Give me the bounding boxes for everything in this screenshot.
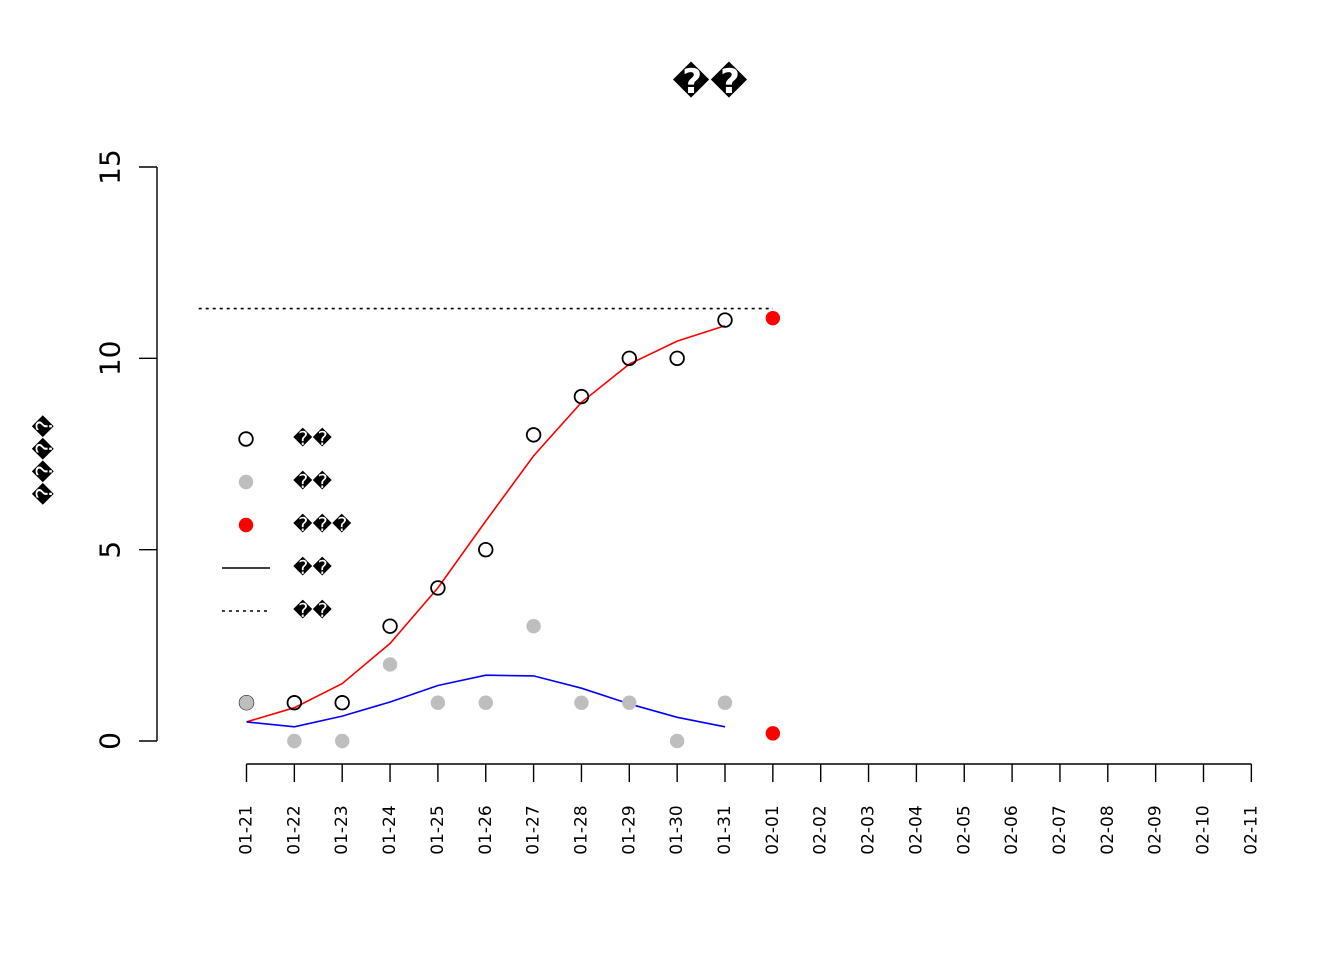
y-tick-label: 0 (94, 732, 127, 750)
x-tick-label: 02-07 (1050, 805, 1070, 854)
x-tick-label: 02-05 (954, 805, 974, 854)
x-tick-label: 01-22 (284, 805, 304, 854)
x-tick-label: 01-29 (619, 805, 639, 854)
x-tick-label: 01-21 (237, 805, 257, 854)
data-point-open (286, 695, 303, 711)
legend-label: �� (293, 427, 332, 450)
data-point-open (430, 580, 446, 596)
data-point-open (382, 618, 398, 634)
x-tick-label: 02-03 (859, 805, 879, 854)
x-tick-label: 02-06 (1002, 805, 1022, 854)
legend-label: �� (293, 599, 332, 622)
data-point-open (334, 695, 350, 711)
x-tick-label: 01-30 (667, 805, 687, 854)
series-line (246, 325, 726, 723)
data-point-filled (239, 695, 254, 710)
x-tick-label: 02-09 (1146, 805, 1166, 854)
legend-marker-open (238, 431, 254, 447)
x-tick-label: 02-02 (811, 805, 831, 854)
data-point-open (525, 427, 542, 443)
x-tick-label: 01-25 (428, 805, 448, 854)
legend-marker-filled (238, 517, 254, 533)
data-point-open (478, 541, 494, 558)
legend-label: �� (293, 470, 332, 493)
x-tick-label: 01-31 (715, 805, 735, 854)
legend-marker-filled (238, 474, 254, 490)
y-tick-label: 10 (94, 341, 127, 377)
plot-area (198, 307, 781, 749)
y-tick-label: 5 (94, 541, 127, 559)
x-tick-label: 02-11 (1241, 805, 1261, 854)
legend-label: ��� (293, 513, 352, 536)
y-axis: 0 5 10 15 (94, 149, 158, 750)
data-point-open (573, 388, 590, 405)
data-point-filled (765, 310, 781, 326)
data-point-open (717, 312, 733, 328)
x-tick-label: 02-10 (1194, 805, 1214, 854)
chart-title: �� (672, 61, 748, 102)
data-point-filled (335, 733, 350, 749)
x-tick-label: 01-24 (380, 805, 400, 854)
x-axis: 01-21 01-22 01-23 01-24 01-25 01-26 01-27 01-28… (237, 763, 1261, 855)
y-axis-label: ���� (31, 414, 58, 505)
x-tick-label: 01-23 (332, 805, 352, 854)
legend: ����������� (222, 427, 352, 622)
data-point-filled (287, 733, 302, 749)
data-point-filled (622, 695, 637, 710)
x-tick-label: 02-08 (1098, 805, 1118, 854)
data-point-filled (382, 657, 398, 672)
data-point-filled (574, 695, 589, 710)
data-point-filled (526, 619, 541, 634)
x-tick-label: 01-28 (571, 805, 591, 854)
x-tick-label: 01-26 (476, 805, 496, 854)
data-point-filled (430, 695, 446, 710)
data-point-filled (765, 726, 781, 741)
legend-label: �� (293, 556, 332, 579)
data-point-filled (717, 695, 733, 710)
data-point-open (669, 350, 685, 367)
series-line (246, 674, 726, 728)
data-point-filled (478, 695, 493, 710)
x-tick-label: 01-27 (524, 805, 544, 854)
y-tick-label: 15 (94, 149, 127, 185)
data-point-open (621, 350, 638, 367)
x-tick-label: 02-04 (906, 805, 926, 854)
x-tick-label: 02-01 (763, 805, 783, 854)
data-point-filled (669, 733, 685, 749)
